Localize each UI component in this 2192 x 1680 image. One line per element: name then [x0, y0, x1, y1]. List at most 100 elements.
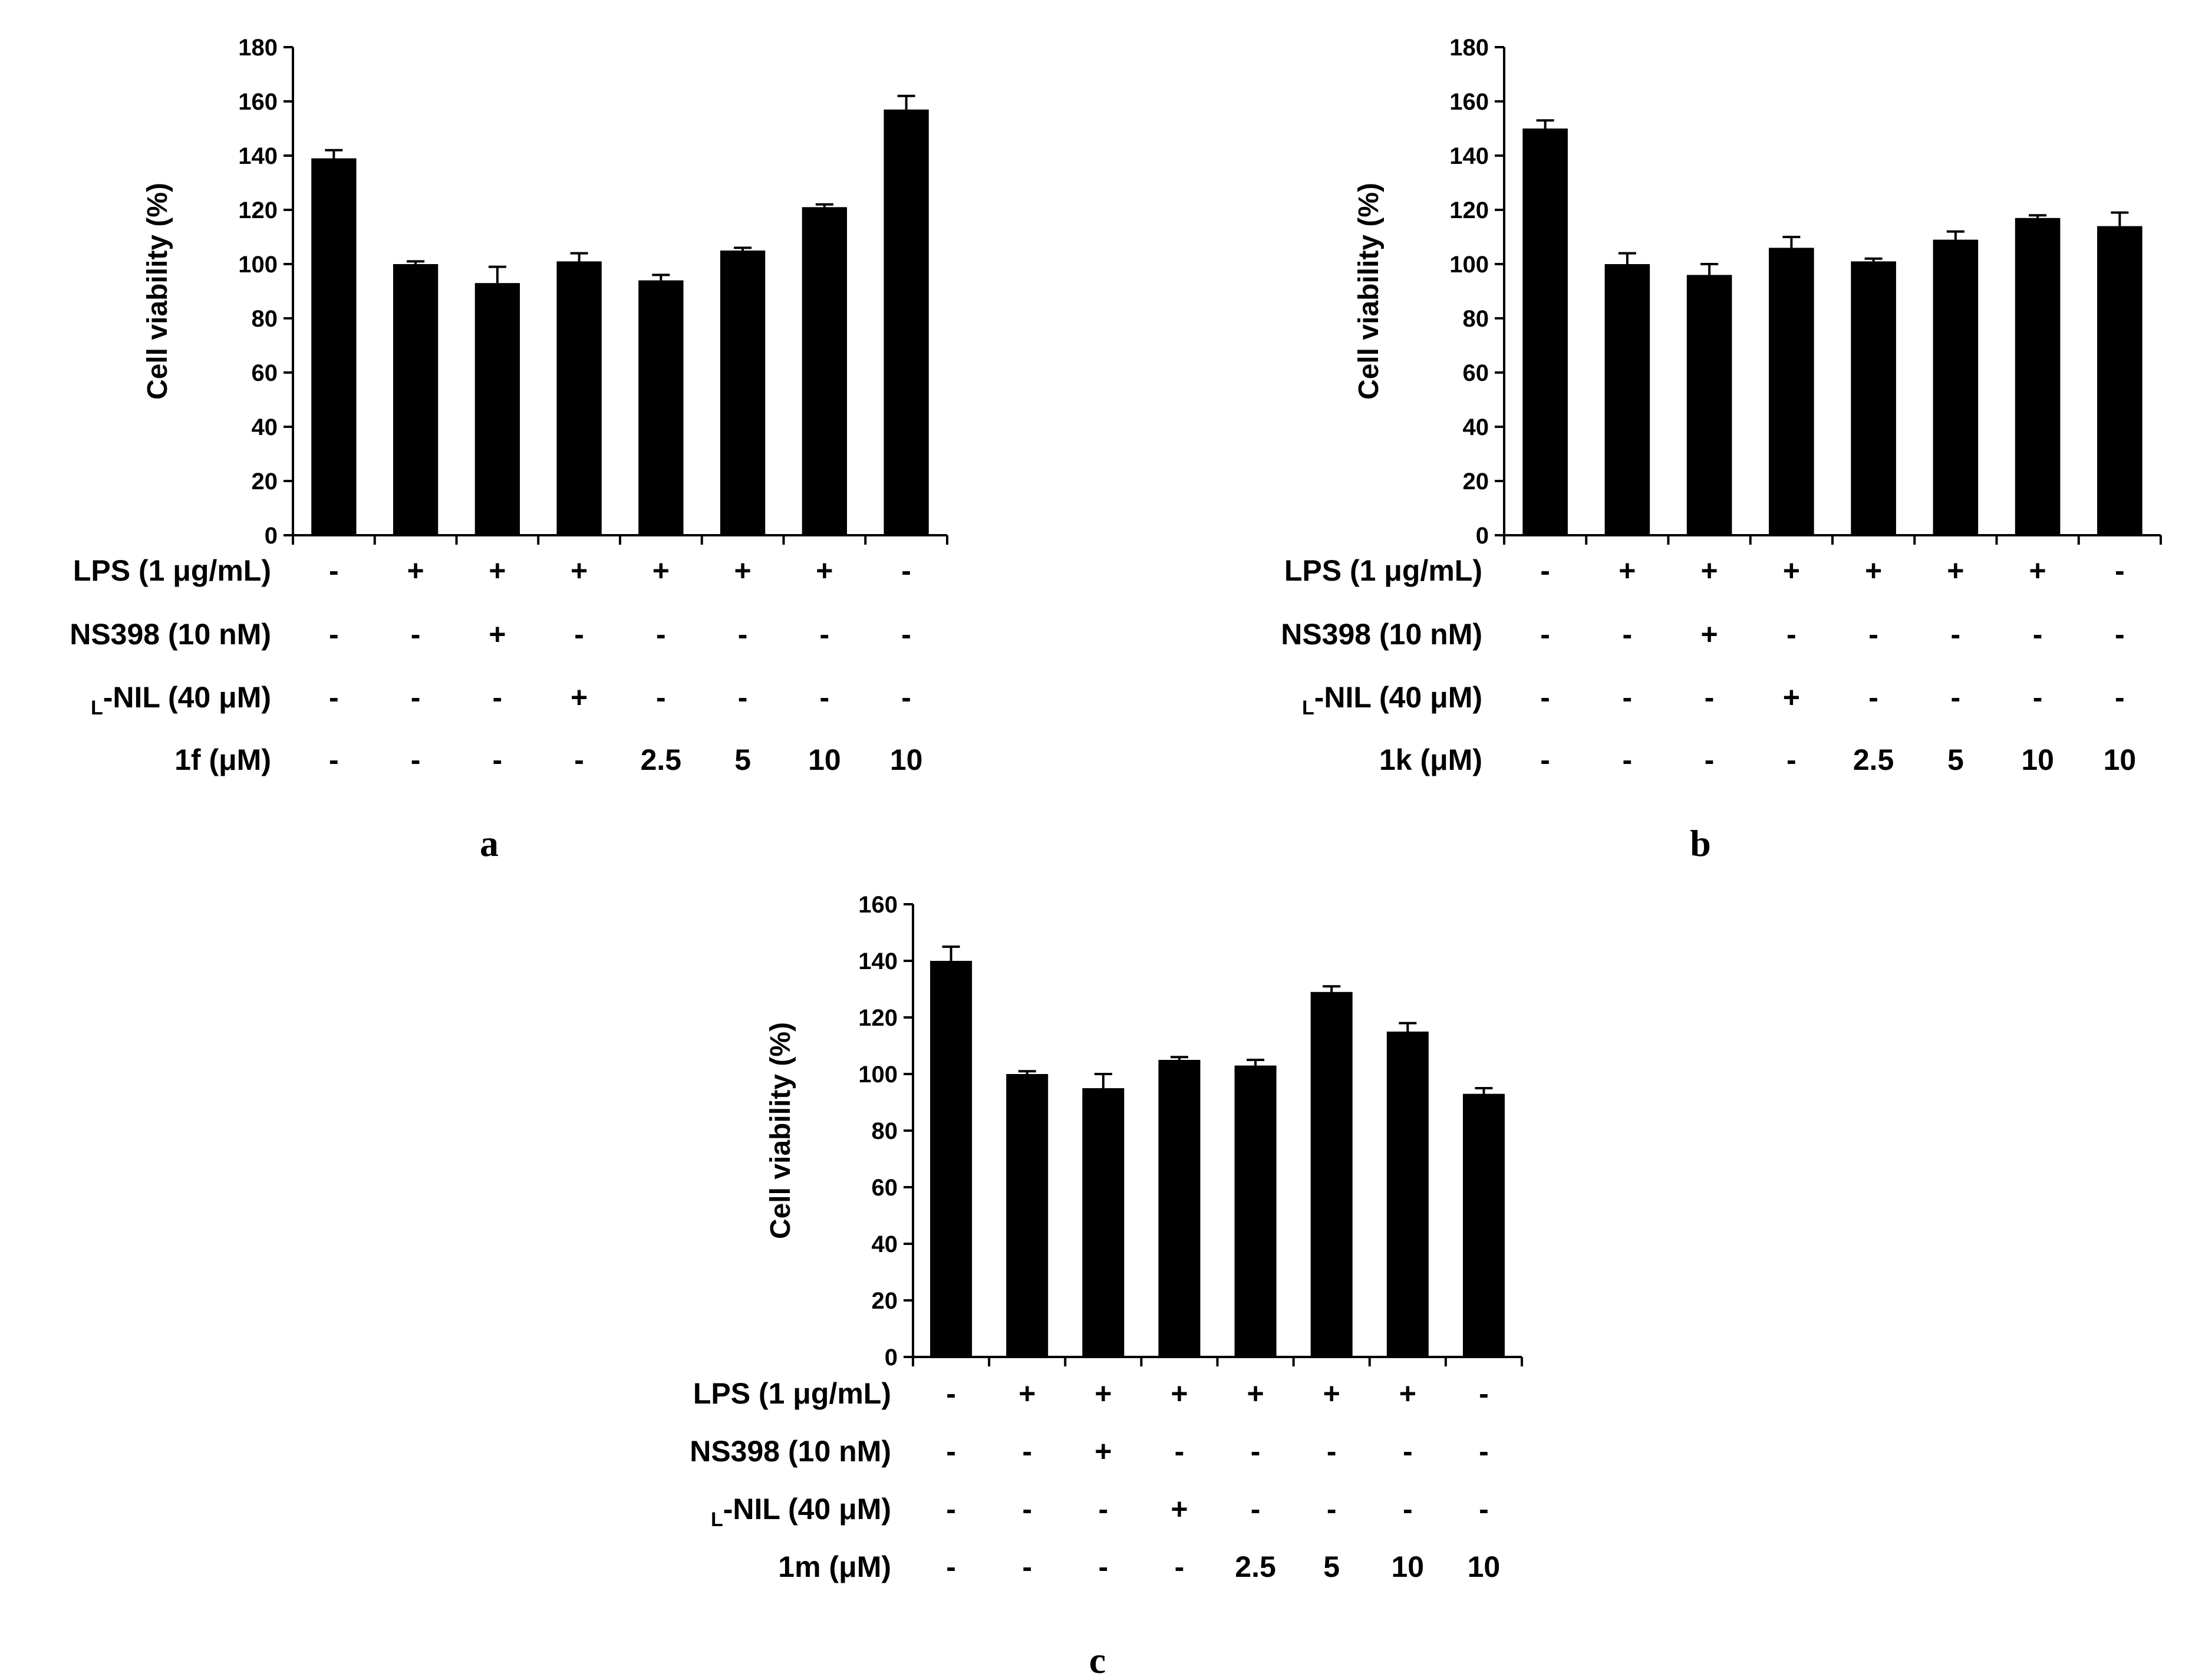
condition-value: 10	[890, 743, 923, 776]
condition-value: +	[734, 554, 751, 587]
bar	[556, 261, 602, 535]
y-tick-label: 40	[252, 414, 278, 440]
condition-value: +	[1619, 554, 1636, 587]
condition-value: -	[1479, 1493, 1489, 1526]
condition-label-text: -NIL (40 μM)	[723, 1493, 891, 1526]
panel-letter: b	[1690, 822, 1711, 864]
condition-value: -	[1540, 743, 1550, 776]
bar	[1851, 261, 1896, 535]
condition-value: 2.5	[1235, 1550, 1276, 1583]
condition-value: +	[1018, 1377, 1036, 1410]
condition-value: +	[489, 554, 506, 587]
y-tick-label: 20	[1463, 469, 1489, 495]
condition-value: -	[1327, 1435, 1337, 1468]
condition-value: -	[411, 618, 421, 651]
y-tick-label: 160	[858, 892, 898, 918]
condition-value: -	[1098, 1550, 1108, 1583]
condition-value: -	[329, 554, 339, 587]
condition-value: -	[574, 618, 584, 651]
condition-label-text: -NIL (40 μM)	[1314, 681, 1482, 714]
y-tick-label: 80	[872, 1118, 898, 1144]
condition-value: -	[901, 554, 911, 587]
y-tick-label: 140	[1449, 143, 1489, 169]
condition-value: -	[738, 618, 748, 651]
condition-label-text: -NIL (40 μM)	[103, 681, 271, 714]
condition-value: -	[1175, 1435, 1185, 1468]
condition-value: 5	[1323, 1550, 1340, 1583]
chart-panel-c: 0 20 40 60 80 100 120 140 160 Cell viability (%) L…	[690, 892, 1523, 1680]
condition-label: L-NIL (40 μM)	[711, 1493, 891, 1531]
condition-value: -	[1951, 618, 1961, 651]
condition-value: -	[901, 618, 911, 651]
condition-value: +	[652, 554, 670, 587]
y-tick-label: 100	[1449, 252, 1489, 278]
bar	[1769, 248, 1814, 535]
condition-value: 10	[1392, 1550, 1425, 1583]
condition-value: 2.5	[641, 743, 682, 776]
bar	[930, 961, 973, 1357]
condition-label: LPS (1 μg/mL)	[73, 554, 271, 587]
bar	[1686, 275, 1732, 535]
condition-value: 10	[2104, 743, 2137, 776]
condition-value: -	[1540, 618, 1550, 651]
condition-value: -	[1540, 554, 1550, 587]
chart-panel-b: 0 20 40 60 80 100 120 140 160 180 Cell viability (…	[1281, 35, 2162, 864]
condition-value: -	[1786, 743, 1797, 776]
condition-value: -	[2115, 618, 2125, 651]
condition-value: -	[1022, 1435, 1032, 1468]
condition-value: -	[1868, 618, 1878, 651]
condition-label: LPS (1 μg/mL)	[1284, 554, 1482, 587]
y-tick-label: 120	[858, 1005, 898, 1031]
condition-value: +	[1399, 1377, 1416, 1410]
y-tick-label: 160	[238, 89, 278, 115]
condition-value: -	[1022, 1550, 1032, 1583]
condition-value: +	[816, 554, 833, 587]
condition-value: +	[1701, 618, 1718, 651]
y-tick-label: 120	[1449, 197, 1489, 223]
bar	[393, 264, 439, 535]
condition-value: -	[493, 743, 503, 776]
y-tick-label: 80	[252, 306, 278, 332]
y-tick-label: 0	[885, 1345, 898, 1371]
condition-value: -	[656, 681, 666, 714]
condition-value: -	[329, 618, 339, 651]
condition-value: -	[493, 681, 503, 714]
y-tick-label: 0	[1476, 523, 1489, 549]
condition-value: -	[411, 681, 421, 714]
bar	[884, 109, 929, 536]
bar	[1158, 1060, 1201, 1357]
condition-value: 2.5	[1853, 743, 1894, 776]
bar	[1462, 1093, 1505, 1357]
condition-value: +	[1701, 554, 1718, 587]
condition-label: L-NIL (40 μM)	[1302, 681, 1482, 719]
condition-value: 10	[808, 743, 841, 776]
condition-value: -	[946, 1377, 956, 1410]
condition-value: +	[1783, 681, 1800, 714]
condition-label-prefix: L	[711, 1508, 723, 1531]
y-tick-label: 180	[238, 35, 278, 61]
bar	[2097, 226, 2142, 536]
condition-value: -	[1623, 681, 1633, 714]
y-tick-label: 40	[1463, 414, 1489, 440]
y-tick-label: 60	[1463, 360, 1489, 386]
condition-value: +	[1095, 1435, 1112, 1468]
condition-value: 5	[1947, 743, 1964, 776]
condition-value: -	[2115, 554, 2125, 587]
panel-letter: a	[480, 822, 499, 864]
condition-value: +	[1783, 554, 1800, 587]
y-tick-label: 20	[252, 469, 278, 495]
condition-value: -	[411, 743, 421, 776]
condition-value: -	[1175, 1550, 1185, 1583]
y-tick-label: 60	[872, 1175, 898, 1201]
condition-value: -	[946, 1550, 956, 1583]
condition-value: +	[571, 681, 588, 714]
y-tick-label: 60	[252, 360, 278, 386]
bar	[1933, 239, 1979, 535]
condition-label: NS398 (10 nM)	[1281, 618, 1482, 651]
condition-value: +	[2029, 554, 2046, 587]
condition-value: +	[1095, 1377, 1112, 1410]
condition-value: +	[1323, 1377, 1340, 1410]
y-tick-label: 100	[858, 1062, 898, 1088]
condition-label: LPS (1 μg/mL)	[693, 1377, 891, 1410]
condition-label: 1m (μM)	[778, 1550, 891, 1583]
